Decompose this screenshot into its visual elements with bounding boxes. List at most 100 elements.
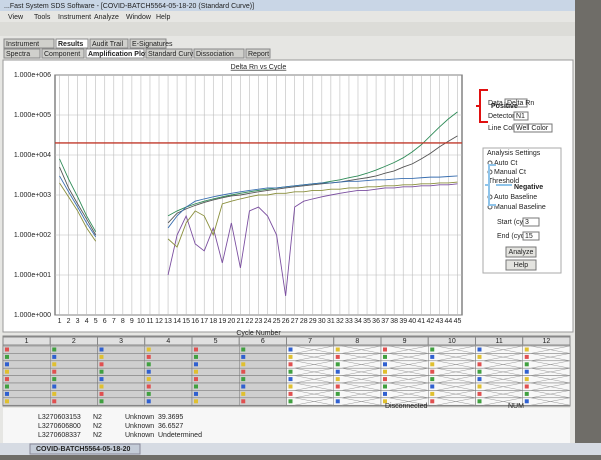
- well[interactable]: [50, 353, 97, 360]
- well[interactable]: [192, 383, 239, 390]
- well[interactable]: [50, 383, 97, 390]
- tab-label[interactable]: E-Signatures: [132, 41, 173, 48]
- well-dot: [147, 370, 151, 374]
- subtab-label[interactable]: Component: [44, 51, 80, 58]
- well[interactable]: [145, 361, 192, 368]
- subtab-label[interactable]: Standard Curve: [148, 51, 197, 58]
- taskbar-document[interactable]: COVID-BATCH5564-05-18-20: [36, 446, 131, 453]
- well[interactable]: [145, 383, 192, 390]
- tab-label[interactable]: Results: [58, 41, 83, 48]
- plate-column-label: 7: [308, 338, 312, 345]
- well[interactable]: [3, 346, 50, 353]
- well[interactable]: [145, 390, 192, 397]
- well[interactable]: [3, 361, 50, 368]
- x-tick-label: 44: [445, 318, 453, 325]
- x-tick-label: 12: [155, 318, 163, 325]
- well[interactable]: [192, 368, 239, 375]
- well[interactable]: [192, 376, 239, 383]
- well-dot: [430, 392, 434, 396]
- well-dot: [100, 362, 104, 366]
- menu-item[interactable]: Instrument: [58, 14, 91, 21]
- subtab-label[interactable]: Dissociation: [196, 51, 234, 58]
- x-tick-label: 32: [336, 318, 344, 325]
- well-dot: [478, 348, 482, 352]
- menu-item[interactable]: Tools: [34, 14, 51, 21]
- well[interactable]: [50, 361, 97, 368]
- subtab-label[interactable]: Report: [248, 51, 269, 58]
- well[interactable]: [98, 346, 145, 353]
- plate-column-label: 5: [214, 338, 218, 345]
- y-tick-label: 1.000e+004: [14, 152, 51, 159]
- well-dot: [383, 348, 387, 352]
- well[interactable]: [145, 376, 192, 383]
- subtab-label[interactable]: Amplification Plot: [88, 51, 148, 58]
- menu-item[interactable]: Help: [156, 14, 171, 21]
- well[interactable]: [239, 346, 286, 353]
- well[interactable]: [145, 368, 192, 375]
- well[interactable]: [192, 353, 239, 360]
- well[interactable]: [98, 353, 145, 360]
- well[interactable]: [98, 390, 145, 397]
- well-dot: [478, 377, 482, 381]
- menu-item[interactable]: View: [8, 14, 24, 21]
- well[interactable]: [192, 346, 239, 353]
- tab-label[interactable]: Instrument: [6, 41, 39, 48]
- result-cell: L3270608337: [38, 432, 81, 439]
- well-dot: [241, 399, 245, 403]
- result-cell: N2: [93, 423, 102, 430]
- well[interactable]: [3, 353, 50, 360]
- well[interactable]: [3, 368, 50, 375]
- x-tick-label: 31: [327, 318, 335, 325]
- well[interactable]: [50, 390, 97, 397]
- well-dot: [194, 399, 198, 403]
- x-tick-label: 20: [227, 318, 235, 325]
- well[interactable]: [50, 376, 97, 383]
- well[interactable]: [3, 390, 50, 397]
- well[interactable]: [98, 368, 145, 375]
- well[interactable]: [239, 368, 286, 375]
- result-cell: Unknown: [125, 423, 154, 430]
- well[interactable]: [239, 398, 286, 405]
- well[interactable]: [50, 398, 97, 405]
- well[interactable]: [98, 383, 145, 390]
- well-dot: [430, 355, 434, 359]
- subtab-label[interactable]: Spectra: [6, 51, 30, 58]
- well[interactable]: [192, 398, 239, 405]
- well-dot: [241, 392, 245, 396]
- page: ...Fast System SDS Software - [COVID-BAT…: [0, 0, 601, 455]
- plate-column-label: 8: [355, 338, 359, 345]
- well[interactable]: [98, 398, 145, 405]
- well[interactable]: [3, 376, 50, 383]
- well[interactable]: [50, 346, 97, 353]
- plate-column-label: 4: [166, 338, 170, 345]
- well[interactable]: [50, 368, 97, 375]
- well[interactable]: [145, 346, 192, 353]
- well[interactable]: [98, 376, 145, 383]
- window-title: ...Fast System SDS Software - [COVID-BAT…: [4, 3, 254, 10]
- well-dot: [289, 362, 293, 366]
- well[interactable]: [239, 353, 286, 360]
- well[interactable]: [192, 361, 239, 368]
- well-dot: [52, 377, 56, 381]
- well[interactable]: [239, 390, 286, 397]
- well[interactable]: [98, 361, 145, 368]
- tab-label[interactable]: Audit Trail: [92, 41, 124, 48]
- well[interactable]: [239, 376, 286, 383]
- x-tick-label: 22: [246, 318, 254, 325]
- well[interactable]: [239, 383, 286, 390]
- status-connection: Disconnected: [385, 403, 428, 410]
- well-dot: [478, 355, 482, 359]
- well[interactable]: [192, 390, 239, 397]
- y-tick-label: 1.000e+000: [14, 312, 51, 319]
- well-dot: [383, 377, 387, 381]
- plate-column-label: 11: [495, 338, 502, 345]
- well[interactable]: [145, 398, 192, 405]
- well[interactable]: [239, 361, 286, 368]
- menu-item[interactable]: Analyze: [94, 14, 119, 21]
- well[interactable]: [145, 353, 192, 360]
- settings-label: Well Color: [516, 125, 549, 132]
- menu-item[interactable]: Window: [126, 14, 152, 21]
- well[interactable]: [3, 383, 50, 390]
- well[interactable]: [3, 398, 50, 405]
- well-dot: [147, 399, 151, 403]
